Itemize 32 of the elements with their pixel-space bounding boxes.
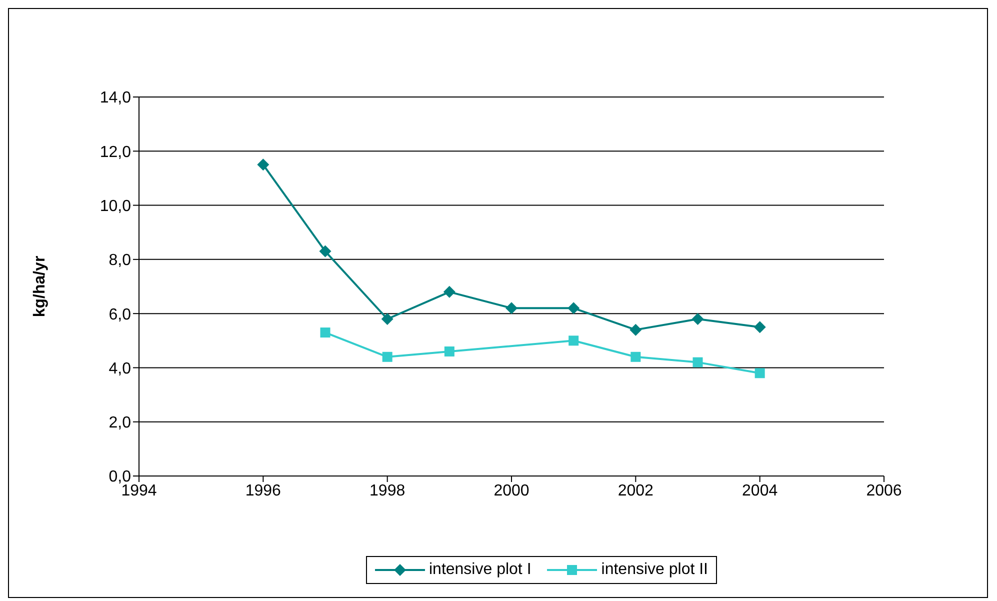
y-tick-label: 2,0	[108, 414, 132, 432]
point	[319, 245, 332, 258]
y-axis-title: kg/ha/yr	[32, 256, 49, 318]
point	[381, 312, 394, 325]
x-tick-label: 2006	[866, 482, 902, 500]
point	[443, 286, 456, 298]
point	[257, 158, 270, 171]
point	[630, 352, 641, 362]
point	[754, 368, 765, 378]
legend-label: intensive plot I	[428, 561, 532, 579]
x-tick-label: 1998	[370, 482, 406, 500]
legend-label: intensive plot II	[600, 561, 708, 579]
y-tick-label: 12,0	[100, 144, 132, 161]
point	[692, 312, 704, 325]
point	[568, 302, 580, 314]
point	[692, 357, 703, 368]
y-tick-label: 10,0	[100, 198, 132, 215]
point	[630, 324, 642, 336]
point	[382, 352, 392, 362]
point	[444, 346, 454, 356]
x-tick-label: 2000	[494, 482, 530, 500]
x-tick-label: 2004	[742, 482, 778, 500]
y-tick-label: 6,0	[108, 306, 132, 324]
point	[506, 302, 518, 314]
x-tick-label: 2002	[618, 482, 654, 500]
y-tick-label: 14,0	[100, 90, 132, 107]
point	[754, 321, 766, 334]
x-tick-label: 1996	[245, 482, 282, 500]
y-tick-label: 8,0	[108, 252, 132, 270]
y-tick-label: 4,0	[108, 360, 132, 378]
point	[320, 328, 330, 338]
point	[568, 336, 579, 346]
